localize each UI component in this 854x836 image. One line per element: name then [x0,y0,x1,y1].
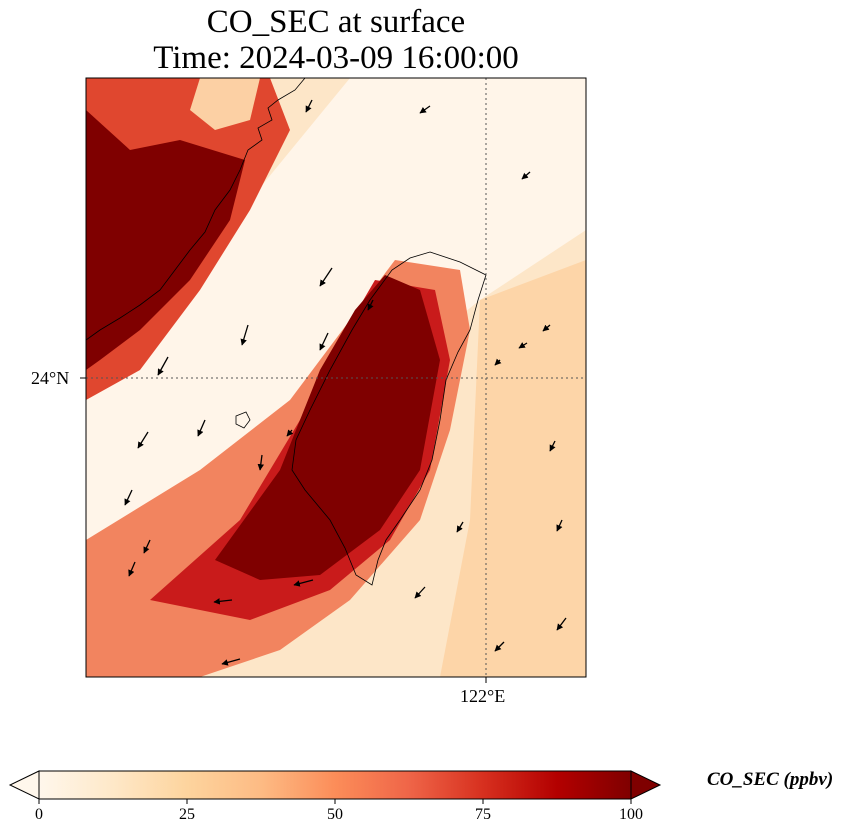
northwest-plume-light [190,78,260,130]
colorbar-tick-label-0: 0 [35,806,43,823]
wind-arrow-21 [293,579,314,587]
wind-arrow-17 [456,521,464,533]
colorbar-tick-label-3: 75 [475,806,491,823]
wind-arrow-5 [319,332,329,351]
wind-arrow-16 [124,489,133,506]
wind-arrow-26 [221,658,241,666]
wind-arrow-0 [305,99,313,113]
colorbar-tick-marks [38,799,632,804]
wind-arrow-11 [137,431,149,449]
wind-arrow-3 [319,267,333,287]
wind-arrow-23 [414,586,426,599]
taiwan-coastline [291,251,487,586]
colorbar-over-extension [630,770,662,800]
map-title: CO_SEC at surface [206,4,466,40]
wind-arrow-25 [494,641,505,652]
colorbar-under-extension [8,770,40,800]
colorbar-tick-label-4: 100 [619,806,643,823]
longitude-label: 122°E [460,686,506,706]
colorbar-tick-label-2: 50 [327,806,343,823]
wind-arrow-9 [494,358,502,366]
colorbar-tick-label-1: 25 [179,806,195,823]
wind-arrow-4 [240,324,249,346]
map-panel [86,78,586,677]
colorbar-gradient [39,771,631,799]
wind-arrow-18 [556,519,563,532]
wind-arrow-24 [556,617,567,631]
taiwan-plume-core [215,275,440,580]
wind-arrow-19 [143,539,151,554]
wind-arrow-1 [419,105,431,114]
northwest-plume-core [86,110,245,370]
map-time-title: Time: 2024-03-09 16:00:00 [153,40,519,76]
wind-arrow-6 [157,356,169,376]
wind-arrow-2 [521,171,531,180]
wind-arrow-8 [518,342,528,349]
penghu-islands [235,411,251,429]
wind-arrow-20 [128,561,136,577]
wind-arrow-7 [542,324,551,332]
wind-arrow-22 [213,598,233,605]
china-coastline [86,78,306,341]
wind-vector-field [124,99,567,666]
wind-arrow-13 [257,454,264,471]
east-light-band [440,260,586,677]
colorbar-label: CO_SEC (ppbv) [707,769,834,790]
wind-arrow-12 [197,419,206,437]
wind-arrow-14 [286,429,294,437]
wind-arrow-10 [367,299,374,311]
latitude-label: 24°N [31,368,70,388]
colorbar [8,770,662,804]
wind-arrow-15 [549,440,556,452]
